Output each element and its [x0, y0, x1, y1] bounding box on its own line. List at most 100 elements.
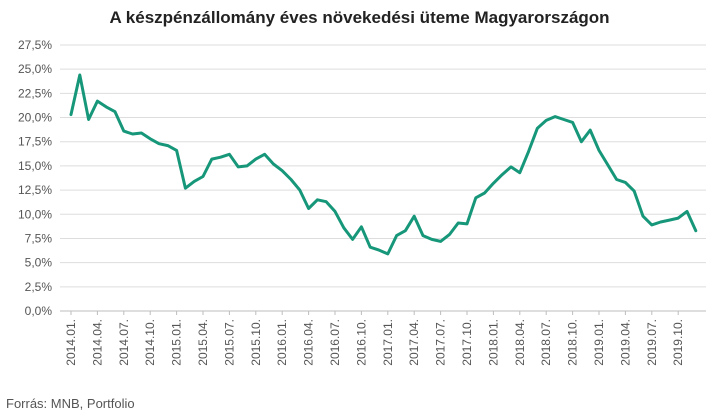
data-point [131, 133, 134, 136]
y-tick-label: 17,5% [18, 135, 52, 149]
x-tick-label: 2015.04. [196, 319, 210, 366]
x-tick-label: 2014.04. [90, 319, 104, 366]
data-point [105, 105, 108, 108]
x-tick-label: 2019.07. [645, 319, 659, 366]
data-point [351, 238, 354, 241]
x-tick-label: 2017.01. [381, 319, 395, 366]
y-axis: 0,0% 2,5% 5,0% 7,5% 10,0% 12,5% 15,0% 17,5% 20,0… [18, 38, 52, 318]
y-tick-label: 5,0% [25, 256, 53, 270]
x-tick-label: 2015.01. [170, 319, 184, 366]
data-point [342, 226, 345, 229]
data-point [677, 217, 680, 220]
data-point [360, 225, 363, 228]
y-tick-label: 27,5% [18, 38, 52, 52]
x-tick-label: 2014.01. [64, 319, 78, 366]
y-tick-label: 25,0% [18, 62, 52, 76]
data-point [633, 190, 636, 193]
data-point [430, 238, 433, 241]
data-point [237, 165, 240, 168]
x-tick-label: 2014.10. [143, 319, 157, 366]
y-tick-label: 0,0% [25, 304, 53, 318]
data-point [254, 158, 257, 161]
source-note: Forrás: MNB, Portfolio [6, 396, 135, 411]
data-point [334, 210, 337, 213]
x-tick-label: 2019.01. [592, 319, 606, 366]
x-tick-label: 2017.07. [434, 319, 448, 366]
data-point [694, 229, 697, 232]
data-point [483, 192, 486, 195]
data-point [210, 158, 213, 161]
data-point [492, 182, 495, 185]
x-tick-label: 2017.10. [460, 319, 474, 366]
data-point [228, 153, 231, 156]
data-point [378, 249, 381, 252]
data-point [114, 110, 117, 113]
x-tick-label: 2014.07. [117, 319, 131, 366]
data-point [598, 149, 601, 152]
data-point [290, 178, 293, 181]
data-point [413, 215, 416, 218]
gridlines [60, 44, 706, 312]
data-point [298, 189, 301, 192]
x-tick-label: 2018.10. [566, 319, 580, 366]
data-point [87, 118, 90, 121]
data-point [668, 219, 671, 222]
data-point [246, 164, 249, 167]
data-point [175, 149, 178, 152]
chart-title: A készpénzállomány éves növekedési üteme… [109, 8, 610, 27]
data-point [122, 130, 125, 133]
data-point [193, 180, 196, 183]
series-line [69, 73, 698, 256]
data-point [263, 153, 266, 156]
data-point [404, 229, 407, 232]
x-tick-label: 2018.07. [539, 319, 553, 366]
data-point [571, 121, 574, 124]
x-axis: 2014.01. 2014.04. 2014.07. 2014.10. 2015.01.… [64, 311, 685, 366]
data-point [650, 223, 653, 226]
data-point [589, 129, 592, 132]
data-point [78, 74, 81, 77]
data-point [554, 115, 557, 118]
data-point [624, 181, 627, 184]
data-point [70, 113, 73, 116]
data-point [518, 171, 521, 174]
y-tick-label: 22,5% [18, 86, 52, 100]
data-point [325, 200, 328, 203]
data-point [316, 198, 319, 201]
data-point [166, 144, 169, 147]
data-point [545, 119, 548, 122]
x-tick-label: 2016.04. [302, 319, 316, 366]
data-point [474, 196, 477, 199]
data-point [501, 173, 504, 176]
y-tick-label: 10,0% [18, 207, 52, 221]
x-tick-label: 2018.01. [486, 319, 500, 366]
data-point [615, 178, 618, 181]
data-point [527, 150, 530, 153]
data-point [510, 165, 513, 168]
data-point [562, 118, 565, 121]
data-point [659, 221, 662, 224]
data-point [184, 187, 187, 190]
data-point [606, 163, 609, 166]
data-point [642, 215, 645, 218]
data-point [149, 137, 152, 140]
x-tick-label: 2016.10. [354, 319, 368, 366]
data-point [307, 207, 310, 210]
x-tick-label: 2015.10. [249, 319, 263, 366]
data-point [158, 142, 161, 145]
y-tick-label: 20,0% [18, 111, 52, 125]
data-point [395, 234, 398, 237]
data-point [536, 127, 539, 130]
data-point [457, 222, 460, 225]
data-point [369, 246, 372, 249]
x-tick-label: 2019.10. [671, 319, 685, 366]
x-tick-label: 2019.04. [618, 319, 632, 366]
y-tick-label: 2,5% [25, 280, 53, 294]
data-point [448, 233, 451, 236]
data-point [439, 240, 442, 243]
x-tick-label: 2017.04. [407, 319, 421, 366]
data-point [580, 140, 583, 143]
y-tick-label: 15,0% [18, 159, 52, 173]
data-point [96, 100, 99, 103]
